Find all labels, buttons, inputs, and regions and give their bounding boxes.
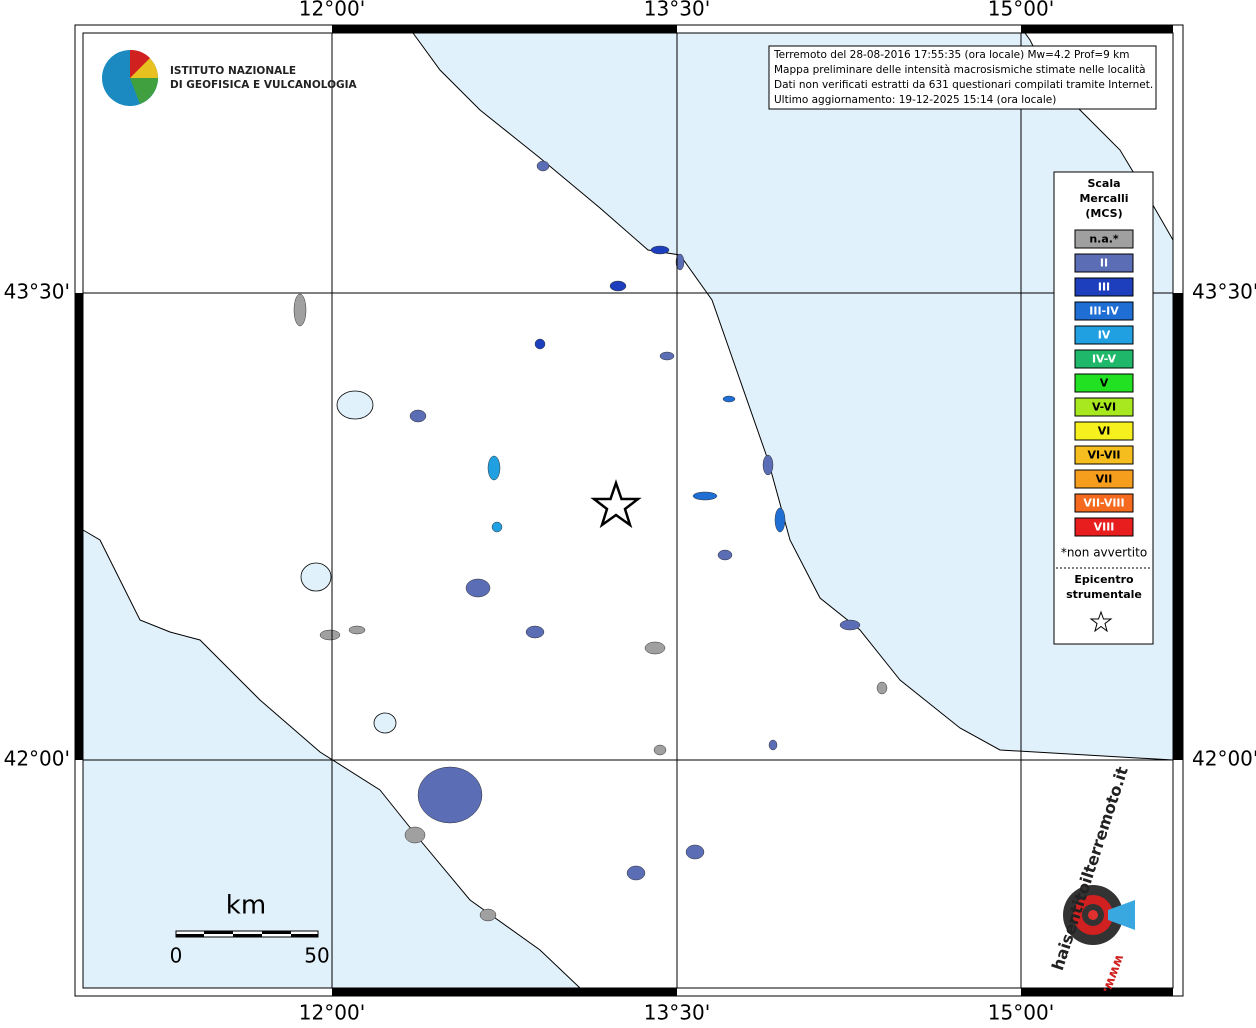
legend-label: III <box>1098 281 1110 294</box>
legend-swatch <box>1074 493 1134 513</box>
legend-label: n.a.* <box>1089 233 1119 246</box>
axis-label: 42°00' <box>1192 747 1256 771</box>
town <box>675 253 685 271</box>
legend-swatch <box>1074 421 1134 441</box>
legend-swatch <box>1074 301 1134 321</box>
town <box>692 491 718 501</box>
scale-unit: km <box>226 891 266 921</box>
legend-swatch <box>1074 253 1134 273</box>
town <box>534 338 546 350</box>
axis-label: 43°30' <box>1192 280 1256 304</box>
axis-label: 43°30' <box>4 280 70 304</box>
scale-bar: km 0 50 <box>170 891 330 968</box>
town <box>653 744 667 756</box>
town <box>404 826 426 844</box>
town <box>659 351 675 361</box>
scale-label: 50 <box>304 944 329 968</box>
logo-text: DI GEOFISICA E VULCANOLOGIA <box>170 79 358 91</box>
town <box>491 521 503 533</box>
town <box>876 681 888 695</box>
town <box>650 245 670 255</box>
town <box>626 865 646 881</box>
legend-label: VII <box>1096 473 1113 486</box>
legend-swatch <box>1074 445 1134 465</box>
info-box <box>768 45 1157 110</box>
legend-label: V <box>1100 377 1109 390</box>
axis-label: 12°00' <box>299 0 365 21</box>
frame-bars <box>75 25 1183 996</box>
legend-title: (MCS) <box>1085 207 1122 220</box>
legend-label: VIII <box>1094 521 1115 534</box>
legend-swatch <box>1074 277 1134 297</box>
legend-swatch <box>1074 397 1134 417</box>
legend-label: III-IV <box>1089 305 1119 318</box>
town <box>417 766 483 824</box>
logo-text: ISTITUTO NAZIONALE <box>170 65 296 77</box>
town <box>722 395 736 403</box>
lake <box>373 712 397 734</box>
axis-label: 15°00' <box>988 1001 1054 1025</box>
info-line: Ultimo aggiornamento: 19-12-2025 15:14 (… <box>774 94 1056 106</box>
info-line: Dati non verificati estratti da 631 ques… <box>774 79 1153 91</box>
town <box>717 549 733 561</box>
town <box>319 629 341 641</box>
axis-label: 13°30' <box>644 1001 710 1025</box>
legend-star <box>1089 610 1113 633</box>
axis-label: 15°00' <box>988 0 1054 21</box>
legend-swatch <box>1074 469 1134 489</box>
axis-label: 13°30' <box>644 0 710 21</box>
axis-label: 12°00' <box>299 1001 365 1025</box>
legend-swatch <box>1074 325 1134 345</box>
town <box>644 641 666 655</box>
legend-swatch <box>1074 517 1134 537</box>
info-line: Mappa preliminare delle intensità macros… <box>774 64 1146 76</box>
legend-epicenter: Epicentro <box>1074 573 1134 586</box>
town <box>409 409 427 423</box>
legend-label: VI <box>1098 425 1111 438</box>
graticule <box>83 33 1173 988</box>
town <box>768 739 778 751</box>
legend-label: VI-VII <box>1087 449 1120 462</box>
town <box>685 844 705 860</box>
legend-swatch <box>1074 373 1134 393</box>
town <box>479 908 497 922</box>
legend-title: Scala <box>1087 177 1120 190</box>
legend-swatch <box>1074 349 1134 369</box>
legend-label: IV-V <box>1092 353 1117 366</box>
town <box>839 619 861 631</box>
towns <box>293 160 888 922</box>
legend-label: V-VI <box>1092 401 1116 414</box>
town <box>293 293 307 327</box>
adriatic-sea <box>412 32 1174 761</box>
legend-label: II <box>1100 257 1108 270</box>
town <box>536 160 550 172</box>
legend-epicenter: strumentale <box>1066 588 1142 601</box>
legend-label: VII-VIII <box>1083 497 1124 510</box>
axis-label: 42°00' <box>4 747 70 771</box>
town <box>348 625 366 635</box>
town <box>525 625 545 639</box>
town <box>774 507 786 533</box>
epicenter <box>590 479 642 529</box>
town <box>487 455 501 481</box>
ingv-logo: ISTITUTO NAZIONALE DI GEOFISICA E VULCAN… <box>102 49 358 106</box>
scale-label: 0 <box>170 944 183 968</box>
town <box>609 280 627 292</box>
town <box>465 578 491 598</box>
lake <box>336 390 374 420</box>
legend-label: IV <box>1098 329 1111 342</box>
town <box>762 454 774 476</box>
legend-note: *non avvertito <box>1061 546 1147 560</box>
legend-swatch <box>1074 229 1134 249</box>
tyrrhenian-sea <box>82 529 582 989</box>
lake <box>300 562 332 592</box>
legend-title: Mercalli <box>1079 192 1128 205</box>
info-line: Terremoto del 28-08-2016 17:55:35 (ora l… <box>773 49 1129 61</box>
